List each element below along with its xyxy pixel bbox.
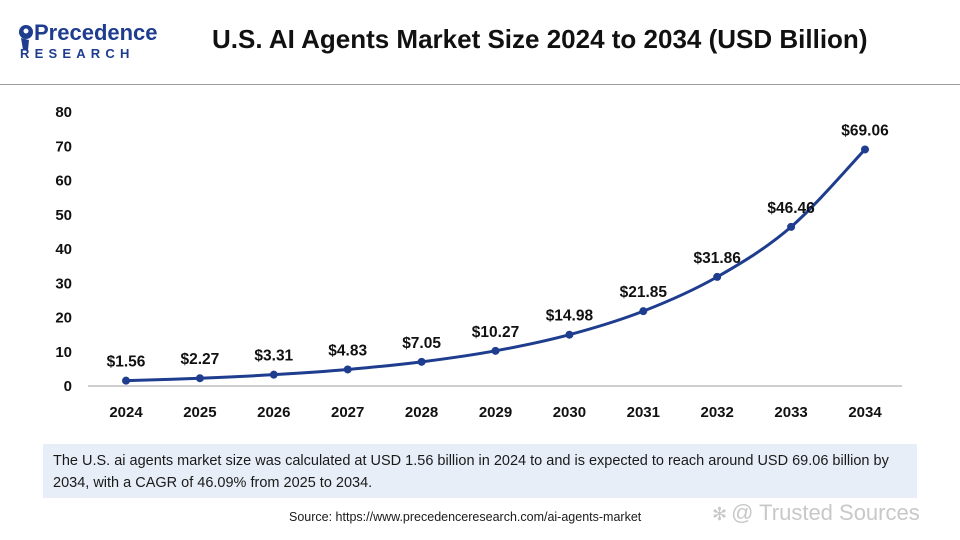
summary-box: The U.S. ai agents market size was calcu… <box>43 444 917 498</box>
x-tick-label: 2034 <box>848 404 882 421</box>
data-label: $21.85 <box>620 284 668 301</box>
data-point <box>343 365 352 374</box>
data-label: $14.98 <box>546 308 594 325</box>
header: Precedence RESEARCH U.S. AI Agents Marke… <box>0 0 960 85</box>
x-tick-label: 2028 <box>405 404 438 421</box>
x-tick-label: 2027 <box>331 404 364 421</box>
x-tick-label: 2026 <box>257 404 290 421</box>
x-tick-label: 2031 <box>627 404 660 421</box>
logo-bottom-text: RESEARCH <box>20 46 135 61</box>
data-label: $7.05 <box>402 335 441 352</box>
watermark: ✻ @ Trusted Sources <box>712 500 920 526</box>
data-label: $3.31 <box>254 348 293 365</box>
page-title: U.S. AI Agents Market Size 2024 to 2034 … <box>212 24 868 54</box>
x-tick-label: 2030 <box>553 404 586 421</box>
y-tick-label: 30 <box>55 275 72 292</box>
data-label: $2.27 <box>181 351 220 368</box>
source-text: Source: https://www.precedenceresearch.c… <box>289 510 642 524</box>
data-point <box>713 272 722 281</box>
wechat-icon: ✻ <box>712 504 728 524</box>
y-tick-label: 40 <box>55 241 72 258</box>
data-point <box>787 222 796 231</box>
y-axis: 0 10 20 30 40 50 60 70 80 <box>55 104 72 395</box>
data-point <box>861 145 869 154</box>
y-tick-label: 20 <box>55 310 72 327</box>
data-points <box>122 145 869 385</box>
data-point <box>491 346 500 355</box>
summary-text: The U.S. ai agents market size was calcu… <box>53 453 889 491</box>
x-tick-label: 2025 <box>183 404 216 421</box>
data-point <box>195 374 204 383</box>
data-label: $1.56 <box>107 354 146 371</box>
data-label: $69.06 <box>841 122 889 139</box>
data-point <box>639 307 648 316</box>
y-tick-label: 0 <box>64 378 72 395</box>
watermark-text: @ Trusted Sources <box>731 500 920 525</box>
y-tick-label: 60 <box>55 173 72 190</box>
y-tick-label: 50 <box>55 207 72 224</box>
y-tick-label: 80 <box>55 104 72 121</box>
data-label: $10.27 <box>472 324 519 341</box>
x-tick-label: 2032 <box>701 404 734 421</box>
y-tick-label: 10 <box>55 344 72 361</box>
x-axis: 2024 2025 2026 2027 2028 2029 2030 2031 2032 2033… <box>109 404 882 421</box>
logo-mark-icon <box>19 25 33 50</box>
x-tick-label: 2029 <box>479 404 512 421</box>
data-labels: $1.56 $2.27 $3.31 $4.83 $7.05 $10.27 $14.98 $21… <box>107 122 889 370</box>
x-tick-label: 2024 <box>109 404 143 421</box>
data-label: $31.86 <box>693 250 741 267</box>
data-point <box>565 330 574 339</box>
data-label: $46.46 <box>767 200 815 217</box>
series-line <box>125 148 867 383</box>
logo-top-text: Precedence <box>34 20 158 45</box>
data-point <box>417 357 426 366</box>
x-tick-label: 2033 <box>774 404 807 421</box>
data-point <box>269 370 278 379</box>
data-point <box>122 376 130 385</box>
y-tick-label: 70 <box>55 138 72 155</box>
precedence-research-logo: Precedence RESEARCH <box>19 20 158 61</box>
data-label: $4.83 <box>328 342 367 359</box>
